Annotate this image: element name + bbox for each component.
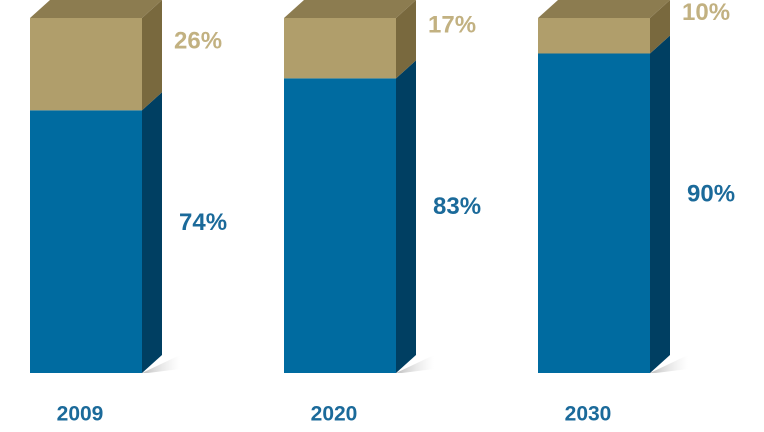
bar-segment-primary-2020 [284, 78, 396, 373]
data-label-primary-2009: 74% [179, 209, 227, 236]
data-label-secondary-2009: 26% [174, 27, 222, 54]
bar-side-secondary-2030 [650, 0, 670, 54]
category-label-2020: 2020 [311, 403, 358, 426]
data-label-primary-2030: 90% [687, 181, 735, 208]
bar-segment-secondary-2030 [538, 18, 650, 54]
bar-segment-secondary-2009 [30, 18, 142, 111]
bar-shadow [142, 355, 180, 373]
bar-shadow [650, 355, 688, 373]
bar-segment-primary-2009 [30, 110, 142, 374]
bar-side-secondary-2020 [396, 0, 416, 79]
bar-segment-secondary-2020 [284, 18, 396, 79]
data-label-secondary-2020: 17% [428, 12, 476, 39]
data-label-secondary-2030: 10% [682, 0, 730, 26]
bar-top-face-2020 [284, 0, 416, 18]
bar-shadow [396, 355, 434, 373]
bar-side-primary-2030 [650, 35, 670, 373]
bar-side-secondary-2009 [142, 0, 162, 111]
bar-top-face-2009 [30, 0, 162, 18]
bar-side-primary-2009 [142, 92, 162, 374]
data-label-primary-2020: 83% [433, 193, 481, 220]
bar-segment-primary-2030 [538, 53, 650, 373]
bar-top-face-2030 [538, 0, 670, 18]
category-label-2030: 2030 [565, 403, 612, 426]
category-label-2009: 2009 [57, 403, 104, 426]
bar-side-primary-2020 [396, 60, 416, 373]
